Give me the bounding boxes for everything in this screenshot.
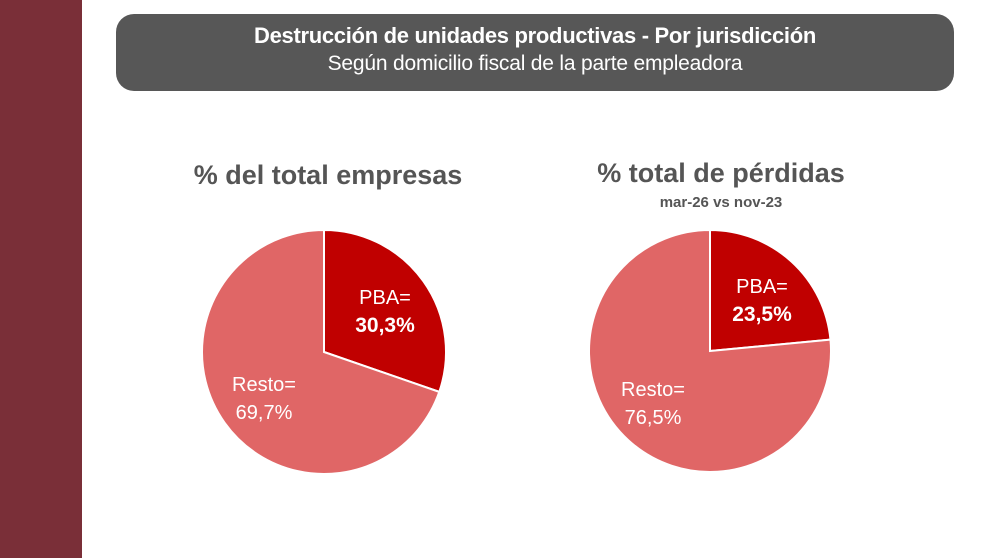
slice-label-pba: PBA= xyxy=(359,287,411,309)
page-title: Destrucción de unidades productivas - Po… xyxy=(253,23,817,48)
pie-slice-pba xyxy=(709,228,832,353)
slice-value-resto: 76,5% xyxy=(625,407,682,429)
slice-label-resto: Resto= xyxy=(621,379,685,401)
pie-chart-2: PBA= 23,5% Resto= 76,5% xyxy=(588,228,832,473)
pie-chart-1: PBA= 30,3% Resto= 69,7% xyxy=(201,228,447,475)
slice-value-pba: 23,5% xyxy=(732,303,792,326)
pie-slice-resto xyxy=(588,228,832,473)
slice-value-resto: 69,7% xyxy=(236,402,293,424)
slice-value-pba: 30,3% xyxy=(355,314,415,337)
sidebar-band xyxy=(0,0,82,558)
pie-slice-resto xyxy=(201,228,441,475)
slice-label-pba: PBA= xyxy=(736,276,788,298)
slice-label-resto: Resto= xyxy=(232,374,296,396)
pie-slice-pba xyxy=(323,228,447,394)
header-banner: Destrucción de unidades productivas - Po… xyxy=(116,14,954,91)
chart-2-title: % total de pérdidas xyxy=(597,158,845,188)
chart-1-title: % del total empresas xyxy=(193,160,463,190)
chart-2-subtitle: mar-26 vs nov-23 xyxy=(659,194,783,211)
page-subtitle: Según domicilio fiscal de la parte emple… xyxy=(327,52,743,75)
